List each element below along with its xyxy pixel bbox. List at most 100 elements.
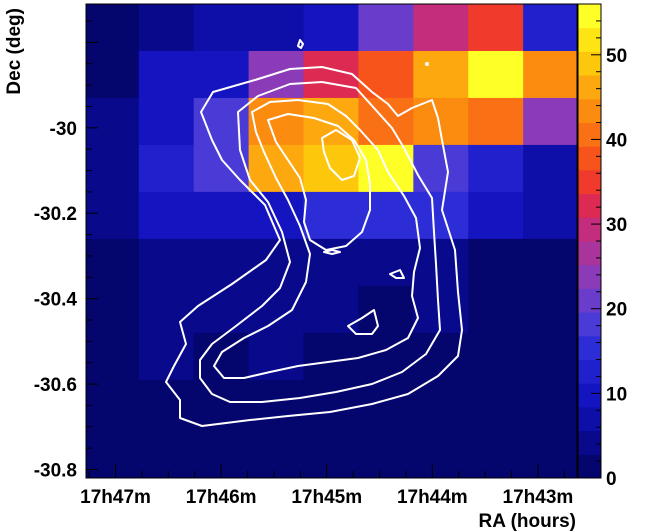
y-axis-ticks: -30 -30.2 -30.4 -30.6 -30.8 [34,20,98,481]
heatmap-cell [413,50,469,99]
x-tick-label: 17h43m [503,487,574,508]
contour-island [297,39,304,49]
x-axis-ticks: 17h47m 17h46m 17h45m 17h44m 17h43m [80,464,573,508]
heatmap-cell [523,4,578,52]
contour-island [347,309,379,335]
colorbar-tick-label: 0 [606,469,617,490]
heatmap-cell [138,426,195,479]
heatmap-cell [468,238,524,287]
heatmap-cell [468,4,524,52]
heatmap-cell [86,238,140,287]
colorbar-segment [578,4,601,29]
heatmap-cell [413,4,469,52]
heatmap-cell [358,379,414,428]
colorbar-segment [578,169,601,195]
heatmap-cell [523,426,578,479]
colorbar-segment [578,383,601,408]
heatmap-cell [413,238,469,287]
contour-line [213,99,421,379]
heatmap-cell [358,50,414,99]
y-tick-label: -30 [50,119,77,140]
heatmap-cell [248,332,305,381]
heatmap-cell [86,191,140,240]
colorbar-tick-label: 10 [606,384,627,405]
colorbar-segment [578,193,601,218]
plot-border [85,3,578,479]
colorbar-segment [578,75,601,100]
y-tick-label: -30.8 [34,460,77,481]
heatmap-cell [86,144,140,193]
colorbar-segment [578,359,601,384]
x-tick-label: 17h45m [291,487,362,508]
heatmap-cell [303,426,359,479]
heatmap-cell [138,97,195,146]
heatmap-cell [138,285,195,334]
heatmap-cell [193,238,250,287]
colorbar-segment [578,51,601,76]
heatmap-cell [468,285,524,334]
heatmap-cell [523,285,578,334]
heatmap-cell [86,379,140,428]
heatmap-cell [138,191,195,240]
colorbar-segment [578,335,601,360]
contour-island [323,249,341,255]
heatmap-cell [138,144,195,193]
contour-island [389,269,405,279]
colorbar-segment [578,146,601,171]
colorbar-tick-label: 50 [606,46,627,67]
heatmap-cell [413,379,469,428]
heatmap-cell [303,50,359,99]
colorbar-segment [578,454,601,479]
heatmap-cell [523,50,578,99]
heatmap-cell [303,191,359,240]
heatmap-cell [413,144,469,193]
heatmap-cell [138,50,195,99]
y-tick-label: -30.2 [34,204,77,225]
plot-frame [85,3,578,479]
heatmap-cell [193,379,250,428]
colorbar-tick-label: 40 [606,130,627,151]
y-axis-title: Dec (deg) [4,8,25,95]
heatmap-cell [523,97,578,146]
heatmap-cell [358,285,414,334]
colorbar-segment [578,288,601,313]
heatmap-cell [303,332,359,381]
contour-line [267,113,371,251]
colorbar-segment [578,430,601,455]
heatmap-cell [86,332,140,381]
heatmap-cell [193,191,250,240]
contour-dot [425,62,429,66]
colorbar-segment [578,27,601,52]
contour-overlay [165,39,463,427]
heatmap-cell [468,50,524,99]
heatmap-cell [413,426,469,479]
heatmap-cell [86,4,140,52]
heatmap-cell [86,285,140,334]
heatmap-cell [523,238,578,287]
heatmap-cell [248,97,305,146]
heatmap-cell [303,379,359,428]
x-axis-title: RA (hours) [479,511,576,531]
heatmap-cell [303,285,359,334]
heatmap-cell [248,50,305,99]
heatmap-cell [193,144,250,193]
color-scale-bar: 0 10 20 30 40 50 [577,3,627,490]
heatmap-cell [468,191,524,240]
colorbar-segment [578,264,601,289]
colorbar-tick-label: 20 [606,300,627,321]
colorbar-segment [578,241,601,266]
y-tick-label: -30.4 [34,290,78,311]
heatmap-cell [193,4,250,52]
colorbar-segment [578,406,601,432]
heatmap-cell [86,97,140,146]
y-tick-label: -30.6 [34,375,77,396]
contour-line [321,129,361,181]
colorbar-segment [578,312,601,337]
heatmap-cell [468,144,524,193]
contour-line [199,81,441,403]
colorbar-tick-label: 30 [606,215,627,236]
heatmap-cell [138,4,195,52]
heatmap-cell [468,97,524,146]
heatmap-cell [138,238,195,287]
